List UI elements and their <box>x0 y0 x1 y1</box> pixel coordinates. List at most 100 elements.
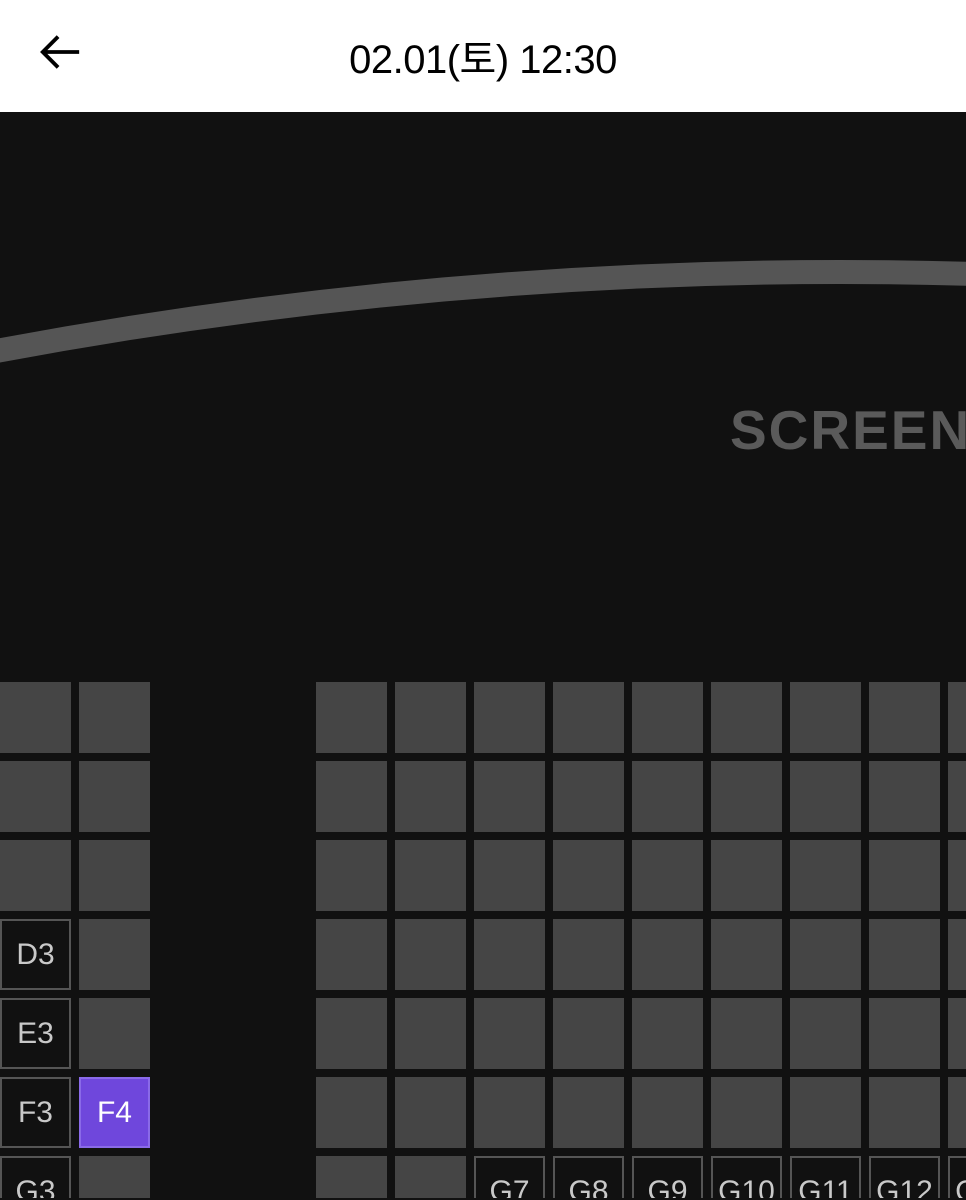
seat-C-1[interactable] <box>79 840 150 911</box>
page-title: 02.01(토) 12:30 <box>0 27 966 85</box>
seat-C-11[interactable] <box>869 840 940 911</box>
seat-E-9[interactable] <box>711 998 782 1069</box>
seat-E-6[interactable] <box>474 998 545 1069</box>
seat-B-7[interactable] <box>553 761 624 832</box>
seat-F-12[interactable] <box>948 1077 966 1148</box>
seat-C-0[interactable] <box>0 840 71 911</box>
seat-B-4[interactable] <box>316 761 387 832</box>
seat-E-4[interactable] <box>316 998 387 1069</box>
seat-row-C <box>0 840 966 911</box>
seat-E-8[interactable] <box>632 998 703 1069</box>
seat-B-0[interactable] <box>0 761 71 832</box>
seat-E-3 <box>237 998 308 1069</box>
seat-A-7[interactable] <box>553 682 624 753</box>
seat-A-10[interactable] <box>790 682 861 753</box>
seat-D-10[interactable] <box>790 919 861 990</box>
seat-G10[interactable]: G10 <box>711 1156 782 1198</box>
seat-D-9[interactable] <box>711 919 782 990</box>
seat-G-5[interactable] <box>395 1156 466 1198</box>
seat-D-1[interactable] <box>79 919 150 990</box>
seat-C-10[interactable] <box>790 840 861 911</box>
seat-F-4[interactable] <box>316 1077 387 1148</box>
seat-E-12[interactable] <box>948 998 966 1069</box>
seat-D-2 <box>158 919 229 990</box>
seat-D-7[interactable] <box>553 919 624 990</box>
seat-G-2 <box>158 1156 229 1198</box>
seat-G3[interactable]: G3 <box>0 1156 71 1198</box>
seat-D-5[interactable] <box>395 919 466 990</box>
seat-G7[interactable]: G7 <box>474 1156 545 1198</box>
seat-A-12[interactable] <box>948 682 966 753</box>
seat-B-3 <box>237 761 308 832</box>
seat-C-12[interactable] <box>948 840 966 911</box>
seat-E-7[interactable] <box>553 998 624 1069</box>
seat-E-10[interactable] <box>790 998 861 1069</box>
seat-B-11[interactable] <box>869 761 940 832</box>
seat-row-A <box>0 682 966 753</box>
seat-B-6[interactable] <box>474 761 545 832</box>
seat-D-3 <box>237 919 308 990</box>
seat-B-2 <box>158 761 229 832</box>
seat-E3[interactable]: E3 <box>0 998 71 1069</box>
seat-F-10[interactable] <box>790 1077 861 1148</box>
seat-F4[interactable]: F4 <box>79 1077 150 1148</box>
seat-F-8[interactable] <box>632 1077 703 1148</box>
seat-B-10[interactable] <box>790 761 861 832</box>
seat-F-11[interactable] <box>869 1077 940 1148</box>
seat-G-4[interactable] <box>316 1156 387 1198</box>
seat-B-9[interactable] <box>711 761 782 832</box>
seat-row-F: F3F4 <box>0 1077 966 1148</box>
seat-G12[interactable]: G12 <box>869 1156 940 1198</box>
seat-A-8[interactable] <box>632 682 703 753</box>
seat-F3[interactable]: F3 <box>0 1077 71 1148</box>
seat-row-E: E3 <box>0 998 966 1069</box>
seat-E-11[interactable] <box>869 998 940 1069</box>
seat-C-4[interactable] <box>316 840 387 911</box>
seat-D-11[interactable] <box>869 919 940 990</box>
seat-D-6[interactable] <box>474 919 545 990</box>
seat-C-7[interactable] <box>553 840 624 911</box>
seat-A-3 <box>237 682 308 753</box>
seat-A-4[interactable] <box>316 682 387 753</box>
seat-G-1[interactable] <box>79 1156 150 1198</box>
seat-row-B <box>0 761 966 832</box>
seat-D3[interactable]: D3 <box>0 919 71 990</box>
seat-D-8[interactable] <box>632 919 703 990</box>
seat-G13[interactable]: G13 <box>948 1156 966 1198</box>
seat-B-8[interactable] <box>632 761 703 832</box>
seat-A-0[interactable] <box>0 682 71 753</box>
screen-label: SCREEN <box>730 398 966 462</box>
seat-C-5[interactable] <box>395 840 466 911</box>
header-bar: 02.01(토) 12:30 <box>0 0 966 112</box>
seat-G9[interactable]: G9 <box>632 1156 703 1198</box>
seat-E-1[interactable] <box>79 998 150 1069</box>
seat-F-2 <box>158 1077 229 1148</box>
seat-A-1[interactable] <box>79 682 150 753</box>
seat-C-9[interactable] <box>711 840 782 911</box>
seat-A-6[interactable] <box>474 682 545 753</box>
back-button[interactable] <box>36 28 84 76</box>
seat-row-G: G3 G7G8G9G10G11G12 G13 <box>0 1156 966 1198</box>
seat-C-6[interactable] <box>474 840 545 911</box>
seat-map-stage[interactable]: SCREEN D3E3F3F4G3G7G8G9G10G11G12G13 <box>0 112 966 1200</box>
seat-C-8[interactable] <box>632 840 703 911</box>
seat-E-2 <box>158 998 229 1069</box>
seat-G11[interactable]: G11 <box>790 1156 861 1198</box>
seat-D-12[interactable] <box>948 919 966 990</box>
seat-B-1[interactable] <box>79 761 150 832</box>
seat-D-4[interactable] <box>316 919 387 990</box>
seat-F-5[interactable] <box>395 1077 466 1148</box>
seat-row-D: D3 <box>0 919 966 990</box>
seat-A-5[interactable] <box>395 682 466 753</box>
seat-G-3 <box>237 1156 308 1198</box>
seat-F-9[interactable] <box>711 1077 782 1148</box>
seat-F-7[interactable] <box>553 1077 624 1148</box>
seat-A-9[interactable] <box>711 682 782 753</box>
seat-A-11[interactable] <box>869 682 940 753</box>
seat-C-3 <box>237 840 308 911</box>
seat-G8[interactable]: G8 <box>553 1156 624 1198</box>
seat-F-6[interactable] <box>474 1077 545 1148</box>
seat-B-12[interactable] <box>948 761 966 832</box>
seat-E-5[interactable] <box>395 998 466 1069</box>
seat-B-5[interactable] <box>395 761 466 832</box>
